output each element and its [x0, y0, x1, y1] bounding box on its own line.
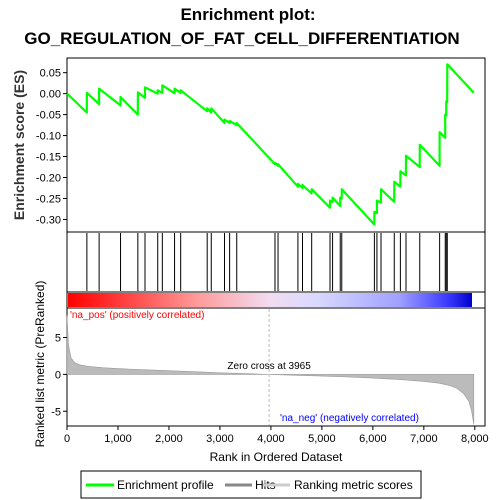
hits-panel-frame — [67, 232, 485, 292]
negative-correlation-label: 'na_neg' (negatively correlated) — [280, 413, 419, 424]
rank-color-bar — [67, 292, 485, 308]
metric-panel: 5 0 -5 'na_pos' (positively correlated) Ze… — [51, 308, 485, 426]
hits-panel — [67, 232, 485, 292]
es-tick-label-0: 0.05 — [40, 68, 61, 80]
legend-label-metric: Ranking metric scores — [294, 478, 413, 492]
metric-tick-label-0: 5 — [55, 333, 61, 345]
chart-title-line1: Enrichment plot: — [180, 5, 315, 24]
x-tick-label-6: 6,000 — [359, 433, 387, 445]
x-tick-label-8: 8,000 — [461, 433, 489, 445]
metric-axis-ticks: 5 0 -5 — [51, 333, 67, 419]
x-tick-label-5: 5,000 — [308, 433, 336, 445]
legend: Enrichment profile Hits Ranking metric s… — [81, 471, 421, 498]
x-tick-label-2: 2,000 — [155, 433, 183, 445]
positive-correlation-label: 'na_pos' (positively correlated) — [70, 310, 204, 321]
metric-tick-label-1: 0 — [55, 369, 61, 381]
x-axis-ticks: 0 1,000 2,000 3,000 4,000 5,000 6,000 7,000 8,00… — [64, 426, 489, 445]
rank-color-gradient — [68, 293, 472, 307]
es-axis-ticks: 0.05 0.00 -0.05 -0.10 -0.15 -0.20 -0.25 -0.30 — [36, 68, 67, 227]
x-tick-label-4: 4,000 — [257, 433, 285, 445]
legend-label-enrichment: Enrichment profile — [117, 478, 214, 492]
es-tick-label-2: -0.05 — [36, 110, 61, 122]
metric-axis-label: Ranked list metric (PreRanked) — [33, 281, 47, 448]
es-tick-label-4: -0.15 — [36, 152, 61, 164]
es-tick-label-7: -0.30 — [36, 214, 61, 226]
es-axis-label: Enrichment score (ES) — [11, 70, 27, 220]
x-tick-label-1: 1,000 — [104, 433, 132, 445]
es-tick-label-3: -0.10 — [36, 131, 61, 143]
x-tick-label-7: 7,000 — [410, 433, 438, 445]
zero-cross-label: Zero cross at 3965 — [227, 361, 311, 372]
x-axis-label: Rank in Ordered Dataset — [210, 450, 343, 464]
es-tick-label-5: -0.20 — [36, 172, 61, 184]
es-panel: 0.05 0.00 -0.05 -0.10 -0.15 -0.20 -0.25 -0.30 — [36, 58, 485, 232]
x-tick-label-3: 3,000 — [206, 433, 234, 445]
es-tick-label-6: -0.25 — [36, 193, 61, 205]
es-tick-label-1: 0.00 — [40, 89, 61, 101]
es-panel-frame — [67, 58, 485, 232]
x-tick-label-0: 0 — [64, 433, 70, 445]
chart-title-line2: GO_REGULATION_OF_FAT_CELL_DIFFERENTIATIO… — [24, 29, 459, 48]
metric-tick-label-2: -5 — [51, 406, 61, 418]
